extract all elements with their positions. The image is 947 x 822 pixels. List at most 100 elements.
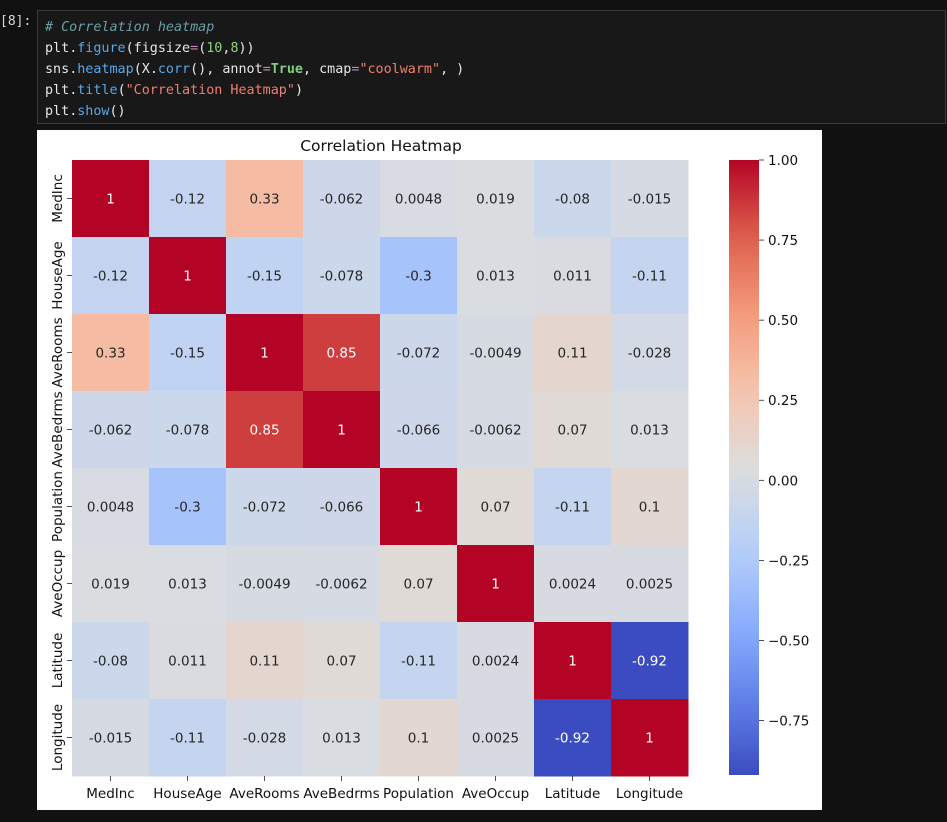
colorbar-tick-label: −0.25 bbox=[768, 553, 809, 569]
cell-annotation: 0.0024 bbox=[472, 654, 519, 670]
heatmap-figure: Correlation Heatmap 1 -0.12 0.33 -0.062 0.00… bbox=[50, 137, 809, 802]
code-token: plt bbox=[45, 104, 70, 119]
colorbar-tick-label: 1.00 bbox=[768, 153, 798, 169]
heatmap-cell bbox=[534, 545, 612, 623]
y-tick-label: Longitude bbox=[50, 704, 66, 771]
cell-annotation: 0.33 bbox=[249, 192, 279, 208]
cell-annotation: 0.11 bbox=[557, 346, 587, 362]
heatmap-cell bbox=[149, 545, 227, 623]
x-tick-label: AveRooms bbox=[229, 786, 299, 802]
cell-annotation: -0.0049 bbox=[469, 346, 521, 362]
heatmap-cell bbox=[226, 314, 304, 392]
cell-annotation: 1 bbox=[414, 500, 423, 516]
cell-annotation: -0.0062 bbox=[469, 423, 521, 439]
colorbar bbox=[729, 160, 759, 775]
heatmap-cell bbox=[149, 314, 227, 392]
y-tick-label: HouseAge bbox=[50, 241, 66, 309]
x-tick-label: AveBedrms bbox=[303, 786, 379, 802]
x-tick-label: AveOccup bbox=[462, 786, 529, 802]
heatmap-cell bbox=[226, 545, 304, 623]
code-editor[interactable]: # Correlation heatmap plt.figure(figsize… bbox=[38, 11, 945, 122]
code-token: . bbox=[69, 41, 78, 56]
code-line: # Correlation heatmap bbox=[45, 20, 214, 35]
code-token: , bbox=[222, 41, 231, 56]
heatmap-cell bbox=[380, 699, 458, 777]
heatmap-cell bbox=[303, 622, 381, 700]
y-tick-label: AveOccup bbox=[50, 550, 66, 617]
x-tick-label: HouseAge bbox=[153, 786, 221, 802]
cell-annotation: 1 bbox=[106, 192, 115, 208]
cell-annotation: 0.0024 bbox=[549, 577, 596, 593]
code-token: plt bbox=[45, 83, 70, 98]
cell-annotation: 1 bbox=[491, 577, 500, 593]
code-token: ( bbox=[117, 83, 126, 98]
heatmap-cell bbox=[303, 699, 381, 777]
heatmap-cell bbox=[380, 314, 458, 392]
cell-annotation: 0.1 bbox=[639, 500, 660, 516]
y-tick-label: AveBedrms bbox=[50, 391, 66, 467]
heatmap-cell bbox=[72, 622, 150, 700]
cell-output: Correlation Heatmap 1 -0.12 0.33 -0.062 0.00… bbox=[37, 130, 822, 810]
code-line: plt.figure(figsize=(10,8)) bbox=[45, 41, 255, 56]
x-tick-label: Latitude bbox=[545, 786, 601, 802]
cell-annotation: -0.92 bbox=[555, 731, 590, 747]
code-token: (figsize bbox=[125, 41, 191, 56]
colorbar-tick-label: 0.50 bbox=[768, 313, 798, 329]
cell-annotation: 0.019 bbox=[91, 577, 130, 593]
heatmap-cell bbox=[72, 468, 150, 546]
colorbar-tick-label: 0.25 bbox=[768, 393, 798, 409]
x-tick-label: Longitude bbox=[616, 786, 683, 802]
code-token: # Correlation heatmap bbox=[45, 20, 215, 35]
y-tick-label: Latitude bbox=[50, 633, 66, 689]
cell-annotation: -0.12 bbox=[93, 269, 128, 285]
cell-annotation: 0.013 bbox=[322, 731, 361, 747]
cell-annotation: 0.011 bbox=[168, 654, 207, 670]
heatmap-cell bbox=[380, 160, 458, 238]
cell-annotation: 0.11 bbox=[249, 654, 279, 670]
cell-annotation: 0.1 bbox=[408, 731, 429, 747]
heatmap-cell bbox=[611, 699, 689, 777]
cell-annotation: -0.92 bbox=[632, 654, 667, 670]
code-token: 10 bbox=[206, 41, 223, 56]
heatmap-cell bbox=[457, 160, 535, 238]
code-token: , cmap bbox=[303, 62, 352, 77]
colorbar-tick-label: 0.00 bbox=[768, 473, 798, 489]
cell-annotation: 0.07 bbox=[557, 423, 587, 439]
cell-annotation: -0.0049 bbox=[238, 577, 290, 593]
heatmap-cell bbox=[303, 545, 381, 623]
heatmap-cell bbox=[534, 699, 612, 777]
heatmap-cell bbox=[72, 160, 150, 238]
code-token: . bbox=[69, 104, 78, 119]
code-token: (X bbox=[133, 62, 150, 77]
code-token: title bbox=[77, 83, 118, 98]
code-line: plt.show() bbox=[45, 104, 126, 119]
cell-annotation: 0.0025 bbox=[472, 731, 519, 747]
code-token: "coolwarm" bbox=[359, 62, 441, 77]
cell-annotation: -0.062 bbox=[320, 192, 364, 208]
code-token: )) bbox=[238, 41, 255, 56]
y-tick-label: AveRooms bbox=[50, 317, 66, 387]
code-token: . bbox=[69, 83, 78, 98]
code-token: corr bbox=[157, 62, 191, 77]
code-cell-input[interactable]: # Correlation heatmap plt.figure(figsize… bbox=[37, 10, 946, 124]
heatmap-cell bbox=[303, 237, 381, 315]
heatmap-cell bbox=[303, 314, 381, 392]
heatmap-cell bbox=[226, 699, 304, 777]
cell-annotation: 0.07 bbox=[403, 577, 433, 593]
code-token: show bbox=[77, 104, 110, 119]
heatmap-cell bbox=[149, 699, 227, 777]
code-token: . bbox=[69, 62, 78, 77]
cell-annotation: -0.3 bbox=[405, 269, 431, 285]
cell-annotation: 0.0025 bbox=[626, 577, 673, 593]
heatmap-cell bbox=[611, 468, 689, 546]
heatmap-cell bbox=[457, 545, 535, 623]
cell-annotation: 0.07 bbox=[326, 654, 356, 670]
heatmap-cell bbox=[457, 468, 535, 546]
heatmap-cell bbox=[380, 622, 458, 700]
code-token: = bbox=[351, 62, 360, 77]
cell-annotation: 0.85 bbox=[326, 346, 356, 362]
heatmap-cell bbox=[611, 545, 689, 623]
cell-annotation: -0.08 bbox=[555, 192, 590, 208]
cell-annotation: -0.11 bbox=[555, 500, 590, 516]
cell-annotation: 0.011 bbox=[553, 269, 592, 285]
